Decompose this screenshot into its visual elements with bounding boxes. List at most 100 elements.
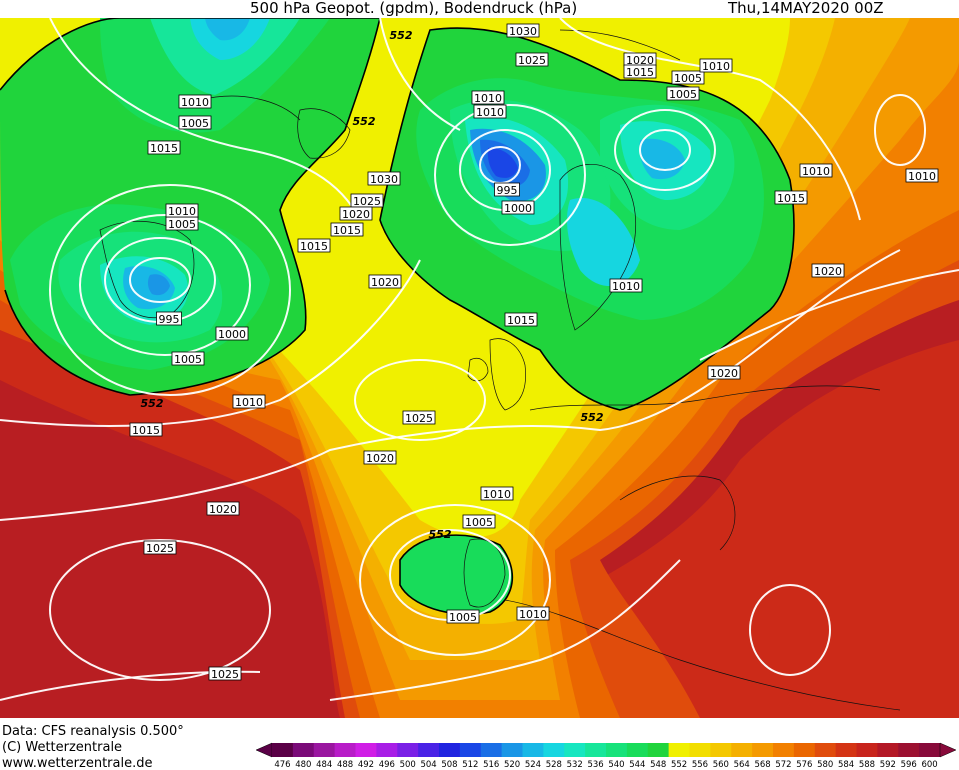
svg-text:1015: 1015 (150, 142, 178, 155)
colorbar-swatch (585, 743, 607, 757)
colorbar-swatch (835, 743, 857, 757)
colorbar-swatch (313, 743, 336, 757)
colorbar-swatch (522, 743, 544, 757)
svg-text:1010: 1010 (612, 280, 640, 293)
colorbar-swatch (606, 743, 628, 757)
colorbar-swatch (501, 743, 523, 757)
colorbar-swatch (647, 743, 670, 757)
colorbar-tick-label: 508 (441, 760, 457, 770)
colorbar-tick-label: 536 (587, 760, 603, 770)
svg-text:1000: 1000 (218, 328, 246, 341)
svg-text:552: 552 (353, 115, 376, 128)
isobar-label: 1020 (206, 501, 240, 516)
map-title: 500 hPa Geopot. (gpdm), Bodendruck (hPa) (250, 0, 577, 17)
colorbar-tick-label: 504 (420, 760, 436, 770)
svg-text:1010: 1010 (702, 60, 730, 73)
svg-text:1015: 1015 (132, 424, 160, 437)
colorbar-tick-label: 592 (880, 760, 896, 770)
svg-text:1005: 1005 (465, 516, 493, 529)
colorbar-swatch (856, 743, 878, 757)
colorbar-tick-label: 532 (567, 760, 583, 770)
colorbar-tick-label: 524 (525, 760, 541, 770)
svg-text:1010: 1010 (908, 170, 936, 183)
svg-text:1005: 1005 (181, 117, 209, 130)
svg-text:552: 552 (581, 411, 604, 424)
colorbar-swatch (668, 743, 690, 757)
svg-text:552: 552 (390, 29, 413, 42)
colorbar-swatch (773, 743, 795, 757)
svg-text:1005: 1005 (669, 88, 697, 101)
colorbar-tick-label: 484 (316, 760, 332, 770)
contour-552-label: 552 (353, 115, 376, 128)
isobars (0, 18, 959, 701)
isobar-label: 1025 (350, 193, 384, 208)
isobar-label: 1015 (129, 422, 163, 437)
colorbar-swatch (814, 743, 837, 757)
isobar-label: 1005 (165, 216, 199, 231)
contour-552-label: 552 (390, 29, 413, 42)
geopotential-field (0, 18, 959, 718)
svg-text:1010: 1010 (168, 205, 196, 218)
colorbar-swatch (710, 743, 732, 757)
colorbar-tick-label: 600 (921, 760, 937, 770)
isobar-label: 1000 (215, 326, 249, 341)
colorbar-swatch (543, 743, 565, 757)
svg-text:1005: 1005 (449, 611, 477, 624)
colorbar-swatch (752, 743, 774, 757)
colorbar-swatch (272, 743, 294, 757)
svg-text:1025: 1025 (518, 54, 546, 67)
svg-text:552: 552 (141, 397, 164, 410)
isobar-label: 1005 (446, 609, 480, 624)
svg-text:1015: 1015 (507, 314, 535, 327)
colorbar-tick-label: 572 (775, 760, 791, 770)
isobar-label: 1005 (171, 351, 205, 366)
isobar-label: 1010 (905, 168, 939, 183)
svg-text:1020: 1020 (710, 367, 738, 380)
svg-text:1025: 1025 (146, 542, 174, 555)
colorbar-tick-label: 556 (692, 760, 708, 770)
isobar-label: 1025 (402, 410, 436, 425)
svg-text:1005: 1005 (674, 72, 702, 85)
svg-text:1010: 1010 (519, 608, 547, 621)
isobar-label: 1020 (707, 365, 741, 380)
colorbar-tick-label: 476 (274, 760, 290, 770)
colorbar-tick-label: 492 (358, 760, 374, 770)
svg-text:552: 552 (429, 528, 452, 541)
colorbar-swatch (355, 743, 377, 757)
colorbar-tick-label: 560 (713, 760, 729, 770)
svg-text:1020: 1020 (366, 452, 394, 465)
isobar-label: 1025 (515, 52, 549, 67)
isobar-label: 1010 (178, 94, 212, 109)
colorbar-swatch (793, 743, 816, 757)
contour-552-label: 552 (581, 411, 604, 424)
svg-text:1020: 1020 (371, 276, 399, 289)
colorbar-tick-label: 568 (754, 760, 770, 770)
colorbar-tick-label: 584 (838, 760, 854, 770)
isobar-label: 1010 (471, 90, 505, 105)
svg-text:1010: 1010 (235, 396, 263, 409)
svg-text:1025: 1025 (405, 412, 433, 425)
colorbar-swatch (898, 743, 920, 757)
colorbar-tick-label: 480 (295, 760, 311, 770)
isobar-label: 1015 (623, 64, 657, 79)
colorbar-tick-label: 576 (796, 760, 812, 770)
colorbar-tick-label: 544 (629, 760, 645, 770)
isobar-label: 1020 (623, 52, 657, 67)
isobar-label: 1020 (363, 450, 397, 465)
isobar-label: 1010 (165, 203, 199, 218)
data-source: Data: CFS reanalysis 0.500° (2, 724, 184, 739)
isobar-label: 1010 (699, 58, 733, 73)
svg-text:1000: 1000 (504, 202, 532, 215)
svg-text:1030: 1030 (509, 25, 537, 38)
colorbar-tick-label: 496 (379, 760, 395, 770)
isobar-label: 1005 (462, 514, 496, 529)
colorbar-swatch (459, 743, 482, 757)
svg-text:1010: 1010 (474, 92, 502, 105)
map-datetime: Thu,14MAY2020 00Z (727, 0, 884, 17)
copyright: (C) Wetterzentrale (2, 740, 122, 755)
svg-text:1025: 1025 (353, 195, 381, 208)
svg-text:1015: 1015 (777, 192, 805, 205)
colorbar-tick-label: 528 (546, 760, 562, 770)
